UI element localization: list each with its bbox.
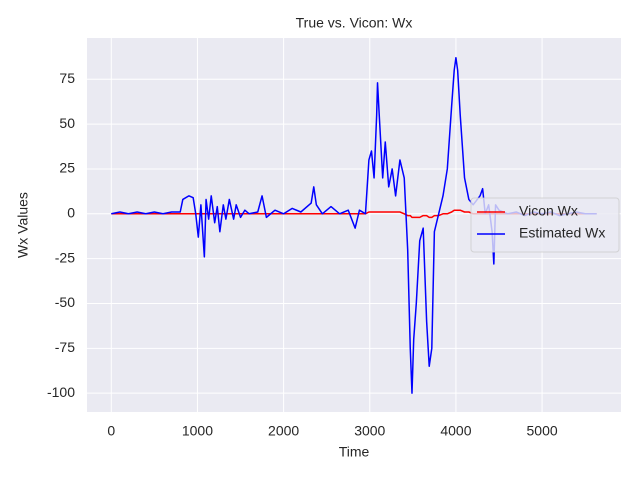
y-tick-label: -25 xyxy=(55,249,75,265)
chart-title: True vs. Vicon: Wx xyxy=(296,15,413,31)
y-tick-label: 50 xyxy=(59,115,75,131)
x-tick-label: 2000 xyxy=(268,423,299,439)
data-line xyxy=(111,56,597,394)
legend-label: Vicon Wx xyxy=(519,203,578,219)
y-tick-label: 75 xyxy=(59,70,75,86)
y-tick-label: -50 xyxy=(55,294,75,310)
y-axis-label: Wx Values xyxy=(15,192,31,258)
y-tick-label: -75 xyxy=(55,339,75,355)
x-axis-label: Time xyxy=(339,444,370,460)
y-tick-label: 25 xyxy=(59,160,75,176)
x-tick-label: 3000 xyxy=(354,423,385,439)
x-tick-label: 4000 xyxy=(440,423,471,439)
x-tick-label: 5000 xyxy=(527,423,558,439)
legend-label: Estimated Wx xyxy=(519,225,605,241)
x-tick-label: 0 xyxy=(107,423,115,439)
y-tick-label: 0 xyxy=(67,204,75,220)
x-tick-label: 1000 xyxy=(182,423,213,439)
legend-box xyxy=(470,197,620,253)
y-tick-label: -100 xyxy=(47,384,75,400)
